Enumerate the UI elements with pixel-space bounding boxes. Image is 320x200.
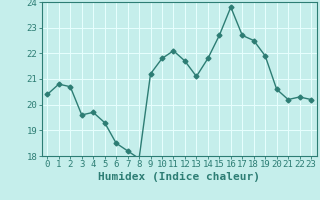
X-axis label: Humidex (Indice chaleur): Humidex (Indice chaleur)	[98, 172, 260, 182]
